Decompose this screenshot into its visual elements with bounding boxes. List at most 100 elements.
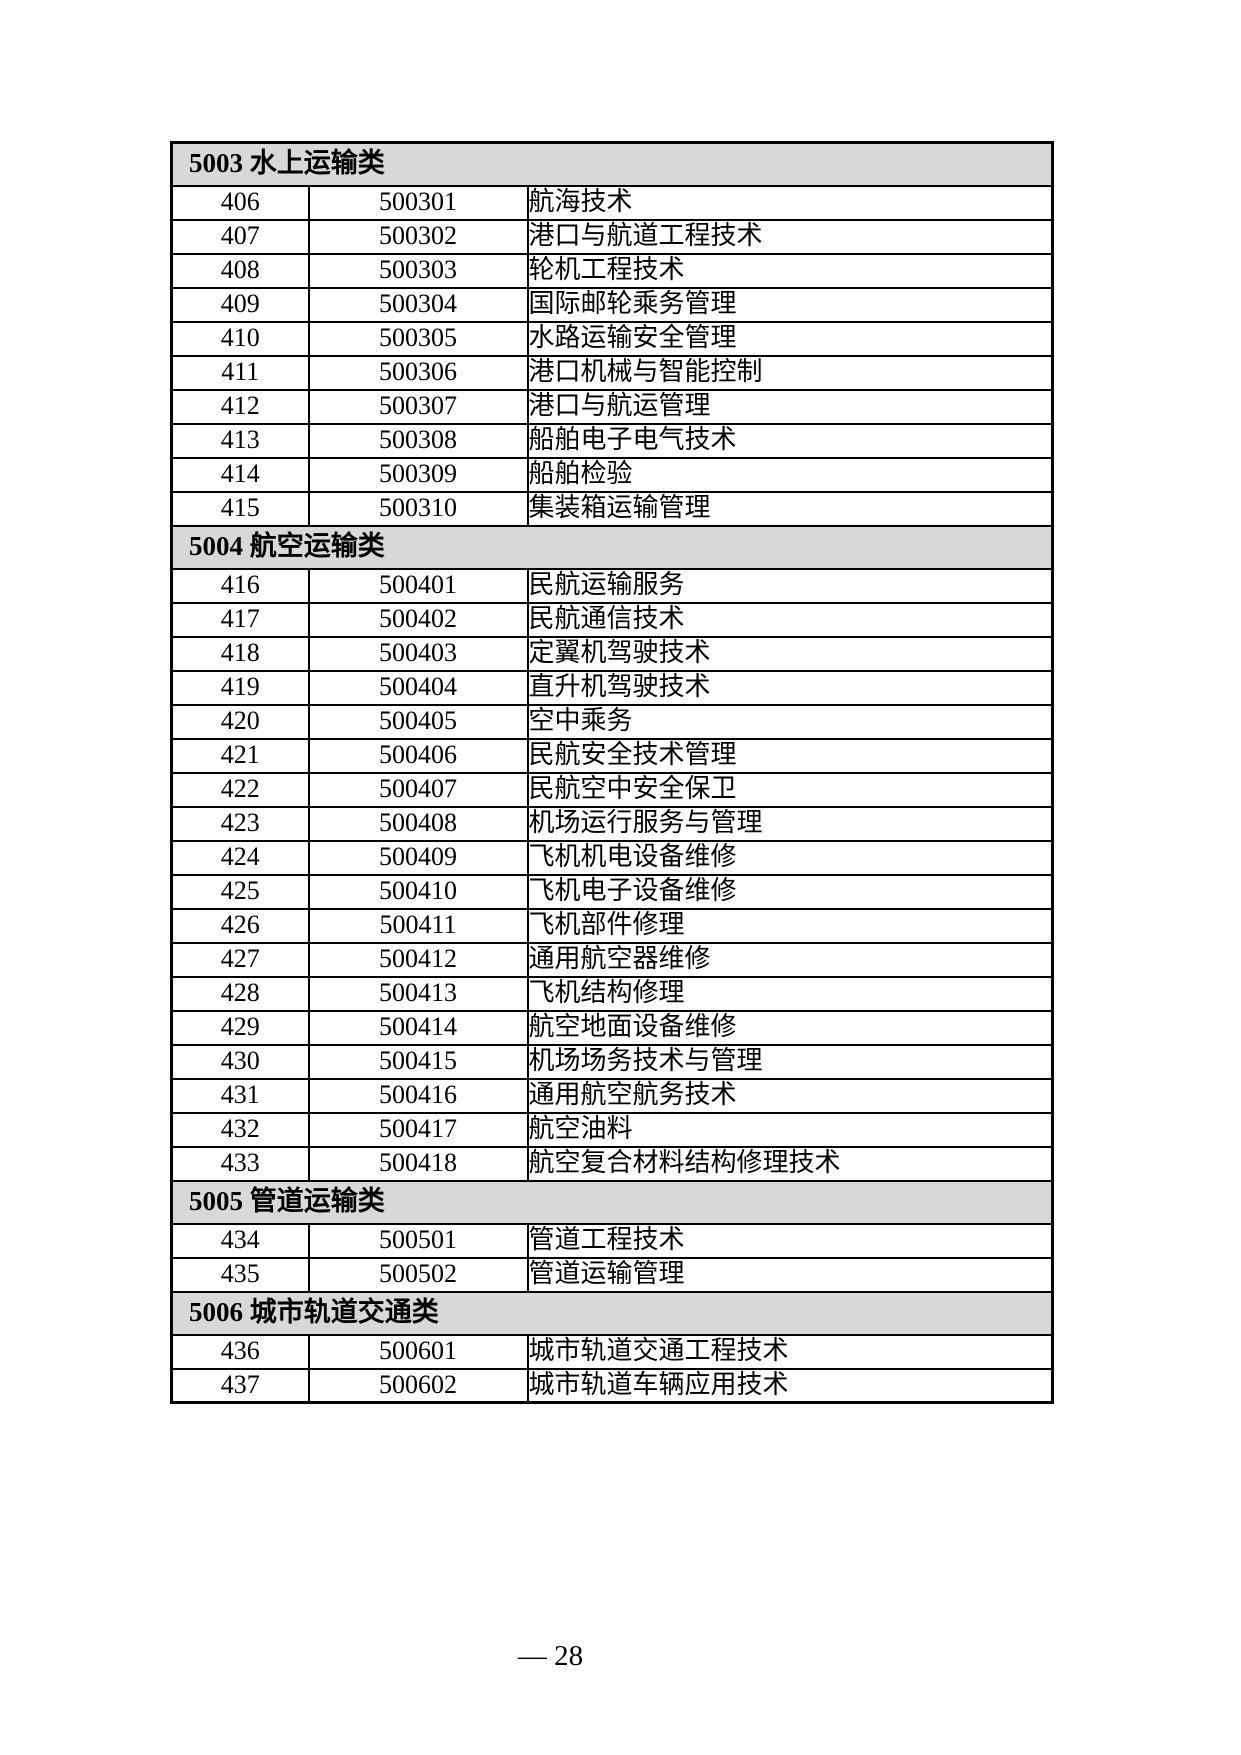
table-row: 420 500405 空中乘务: [170, 703, 1054, 740]
code-cell: 500602: [307, 1367, 529, 1404]
table-row: 419 500404 直升机驾驶技术: [170, 669, 1054, 706]
section-header-row: 5004 航空运输类: [170, 524, 1054, 570]
major-name-cell: 定翼机驾驶技术: [526, 635, 1054, 672]
seq-cell: 423: [170, 805, 310, 842]
major-name-cell: 飞机结构修理: [526, 975, 1054, 1012]
seq-cell: 411: [170, 354, 310, 391]
major-name-cell: 港口机械与智能控制: [526, 354, 1054, 391]
major-name-cell: 机场场务技术与管理: [526, 1043, 1054, 1080]
seq-cell: 433: [170, 1145, 310, 1182]
code-cell: 500416: [307, 1077, 529, 1114]
seq-cell: 422: [170, 771, 310, 808]
table-row: 426 500411 飞机部件修理: [170, 907, 1054, 944]
table-row: 434 500501 管道工程技术: [170, 1222, 1054, 1259]
seq-cell: 424: [170, 839, 310, 876]
code-cell: 500502: [307, 1256, 529, 1293]
table-row: 416 500401 民航运输服务: [170, 567, 1054, 604]
seq-cell: 415: [170, 490, 310, 527]
seq-cell: 417: [170, 601, 310, 638]
code-cell: 500406: [307, 737, 529, 774]
major-name-cell: 船舶电子电气技术: [526, 422, 1054, 459]
code-cell: 500401: [307, 567, 529, 604]
seq-cell: 409: [170, 286, 310, 323]
table-row: 421 500406 民航安全技术管理: [170, 737, 1054, 774]
seq-cell: 406: [170, 184, 310, 221]
table-row: 427 500412 通用航空器维修: [170, 941, 1054, 978]
code-cell: 500308: [307, 422, 529, 459]
code-cell: 500407: [307, 771, 529, 808]
section-header: 5003 水上运输类: [170, 141, 1054, 187]
table-row: 408 500303 轮机工程技术: [170, 252, 1054, 289]
table-row: 436 500601 城市轨道交通工程技术: [170, 1333, 1054, 1370]
major-name-cell: 民航通信技术: [526, 601, 1054, 638]
table-row: 406 500301 航海技术: [170, 184, 1054, 221]
table-row: 428 500413 飞机结构修理: [170, 975, 1054, 1012]
table-row: 437 500602 城市轨道车辆应用技术: [170, 1367, 1054, 1404]
seq-cell: 416: [170, 567, 310, 604]
code-cell: 500303: [307, 252, 529, 289]
major-name-cell: 港口与航运管理: [526, 388, 1054, 425]
code-cell: 500307: [307, 388, 529, 425]
major-name-cell: 空中乘务: [526, 703, 1054, 740]
code-cell: 500301: [307, 184, 529, 221]
code-cell: 500405: [307, 703, 529, 740]
code-cell: 500418: [307, 1145, 529, 1182]
table-row: 412 500307 港口与航运管理: [170, 388, 1054, 425]
code-cell: 500310: [307, 490, 529, 527]
major-name-cell: 航海技术: [526, 184, 1054, 221]
seq-cell: 437: [170, 1367, 310, 1404]
table-row: 424 500409 飞机机电设备维修: [170, 839, 1054, 876]
code-cell: 500415: [307, 1043, 529, 1080]
seq-cell: 413: [170, 422, 310, 459]
section-header: 5006 城市轨道交通类: [170, 1290, 1054, 1336]
page-number: — 28: [0, 1640, 1101, 1673]
code-cell: 500414: [307, 1009, 529, 1046]
code-cell: 500408: [307, 805, 529, 842]
code-cell: 500501: [307, 1222, 529, 1259]
major-name-cell: 机场运行服务与管理: [526, 805, 1054, 842]
seq-cell: 407: [170, 218, 310, 255]
code-cell: 500411: [307, 907, 529, 944]
code-cell: 500305: [307, 320, 529, 357]
seq-cell: 420: [170, 703, 310, 740]
seq-cell: 434: [170, 1222, 310, 1259]
table-row: 411 500306 港口机械与智能控制: [170, 354, 1054, 391]
seq-cell: 408: [170, 252, 310, 289]
major-name-cell: 通用航空器维修: [526, 941, 1054, 978]
major-name-cell: 航空油料: [526, 1111, 1054, 1148]
seq-cell: 425: [170, 873, 310, 910]
code-cell: 500409: [307, 839, 529, 876]
code-cell: 500306: [307, 354, 529, 391]
major-name-cell: 飞机电子设备维修: [526, 873, 1054, 910]
major-name-cell: 港口与航道工程技术: [526, 218, 1054, 255]
code-cell: 500403: [307, 635, 529, 672]
seq-cell: 428: [170, 975, 310, 1012]
table-row: 431 500416 通用航空航务技术: [170, 1077, 1054, 1114]
code-cell: 500402: [307, 601, 529, 638]
table-row: 410 500305 水路运输安全管理: [170, 320, 1054, 357]
majors-table-body: 5003 水上运输类 406 500301 航海技术 407 500302 港口与航道工程技…: [170, 141, 1054, 1404]
table-row: 423 500408 机场运行服务与管理: [170, 805, 1054, 842]
major-name-cell: 民航安全技术管理: [526, 737, 1054, 774]
major-name-cell: 通用航空航务技术: [526, 1077, 1054, 1114]
code-cell: 500601: [307, 1333, 529, 1370]
table-row: 425 500410 飞机电子设备维修: [170, 873, 1054, 910]
table-row: 418 500403 定翼机驾驶技术: [170, 635, 1054, 672]
table-row: 430 500415 机场场务技术与管理: [170, 1043, 1054, 1080]
section-header: 5004 航空运输类: [170, 524, 1054, 570]
code-cell: 500302: [307, 218, 529, 255]
seq-cell: 431: [170, 1077, 310, 1114]
seq-cell: 427: [170, 941, 310, 978]
major-name-cell: 国际邮轮乘务管理: [526, 286, 1054, 323]
table-row: 409 500304 国际邮轮乘务管理: [170, 286, 1054, 323]
code-cell: 500413: [307, 975, 529, 1012]
section-header-row: 5006 城市轨道交通类: [170, 1290, 1054, 1336]
major-name-cell: 飞机部件修理: [526, 907, 1054, 944]
major-name-cell: 水路运输安全管理: [526, 320, 1054, 357]
major-name-cell: 航空地面设备维修: [526, 1009, 1054, 1046]
major-name-cell: 集装箱运输管理: [526, 490, 1054, 527]
code-cell: 500404: [307, 669, 529, 706]
section-header: 5005 管道运输类: [170, 1179, 1054, 1225]
code-cell: 500410: [307, 873, 529, 910]
